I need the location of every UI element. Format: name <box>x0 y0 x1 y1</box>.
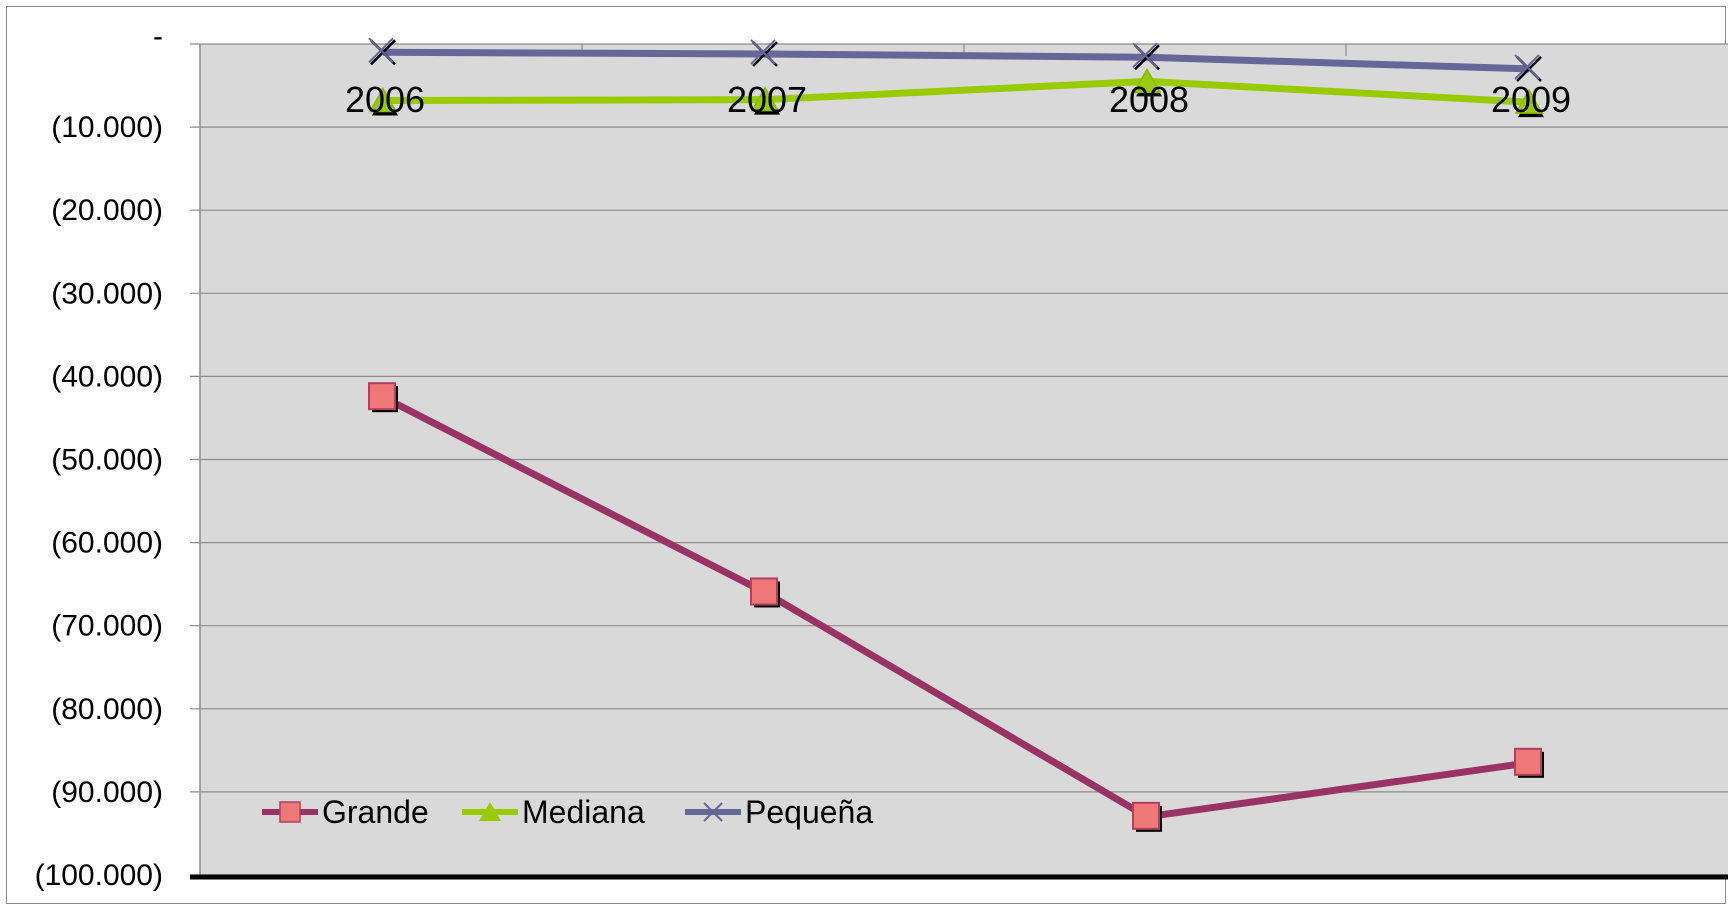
data-point-x <box>368 37 396 66</box>
y-tick-label: (100.000) <box>35 859 163 892</box>
data-point-triangle <box>750 86 780 112</box>
data-point-square <box>750 577 778 606</box>
data-point-x <box>1132 42 1160 71</box>
data-point-square <box>368 382 396 411</box>
data-point-x <box>750 39 778 67</box>
category-labels: 2006 2007 2008 2009 <box>345 79 1571 120</box>
series-grande <box>368 382 1544 832</box>
x-tick-label: 2007 <box>727 79 807 120</box>
legend-marker <box>479 802 501 821</box>
legend-item-grande: Grande <box>262 794 429 830</box>
x-tick-label: 2009 <box>1491 79 1571 120</box>
y-tick-label: (30.000) <box>51 277 163 310</box>
legend-label: Pequeña <box>745 794 873 830</box>
series-line <box>382 48 1530 73</box>
y-tick-label: (80.000) <box>51 693 163 726</box>
series-line <box>382 77 1530 106</box>
series-line <box>381 394 1530 821</box>
x-tick-label: 2006 <box>345 79 425 120</box>
data-point-x <box>1514 54 1542 82</box>
y-tick-label: (40.000) <box>51 360 163 393</box>
y-tick-label: (60.000) <box>51 527 163 560</box>
data-point-triangle <box>1514 88 1544 114</box>
series-layer <box>368 37 1544 832</box>
legend-item-pequeña: Pequeña <box>685 794 873 830</box>
legend-label: Grande <box>322 794 429 830</box>
y-tick-label: (10.000) <box>51 111 163 144</box>
x-tick-label: 2008 <box>1109 79 1189 120</box>
gridlines <box>190 43 1728 880</box>
data-point-square <box>1514 747 1542 776</box>
data-point-triangle <box>1132 67 1162 94</box>
legend-item-mediana: Mediana <box>462 794 645 830</box>
data-point-square <box>1132 801 1160 830</box>
y-tick-label: - <box>153 20 163 53</box>
y-axis: - (10.000) (20.000) (30.000) (40.000) (50.000… <box>35 20 163 892</box>
data-point-triangle <box>368 86 398 113</box>
y-tick-label: (70.000) <box>51 610 163 643</box>
series-pequeña <box>368 37 1542 82</box>
series-mediana <box>368 67 1544 118</box>
y-tick-label: (50.000) <box>51 444 163 477</box>
y-tick-label: (20.000) <box>51 194 163 227</box>
legend: Grande Mediana Pequeña <box>262 794 873 830</box>
legend-label: Mediana <box>522 794 645 830</box>
y-tick-label: (90.000) <box>51 776 163 809</box>
legend-marker <box>279 801 301 823</box>
